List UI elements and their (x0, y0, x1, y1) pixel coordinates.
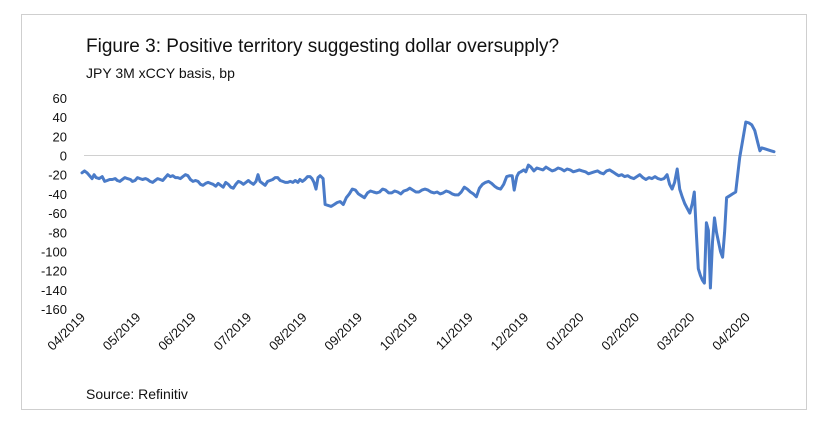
x-tick-label: 04/2020 (709, 310, 753, 354)
chart-subtitle: JPY 3M xCCY basis, bp (86, 65, 235, 81)
y-tick-label: -80 (48, 225, 67, 240)
x-tick-label: 08/2019 (266, 310, 310, 354)
y-tick-label: 60 (53, 91, 67, 106)
y-axis-ticks: 60 40 20 0 -20 -40 -60 -80 -100 -120 -140 -160 (41, 91, 67, 317)
x-tick-label: 05/2019 (100, 310, 144, 354)
y-tick-label: 20 (53, 129, 67, 144)
series-line-jpy-basis (80, 120, 776, 290)
x-tick-label: 09/2019 (321, 310, 365, 354)
x-axis-ticks: 04/2019 05/2019 06/2019 07/2019 08/2019 09/20… (44, 310, 753, 354)
y-tick-label: -120 (41, 264, 67, 279)
y-tick-label: -100 (41, 244, 67, 259)
chart-frame (21, 14, 807, 410)
y-tick-label: 0 (60, 149, 67, 164)
y-tick-label: 40 (53, 110, 67, 125)
x-tick-label: 03/2020 (654, 310, 698, 354)
y-tick-label: -40 (48, 187, 67, 202)
x-tick-label: 06/2019 (155, 310, 199, 354)
x-tick-label: 11/2019 (433, 310, 476, 353)
y-tick-label: -60 (48, 206, 67, 221)
y-tick-label: -160 (41, 302, 67, 317)
x-tick-label: 12/2019 (487, 310, 531, 354)
chart-source: Source: Refinitiv (86, 386, 188, 402)
x-tick-label: 02/2020 (598, 310, 642, 354)
chart-title: Figure 3: Positive territory suggesting … (86, 36, 560, 57)
x-tick-label: 10/2019 (377, 310, 421, 354)
x-tick-label: 07/2019 (210, 310, 254, 354)
y-tick-label: -20 (48, 168, 67, 183)
x-tick-label: 01/2020 (543, 310, 587, 354)
y-tick-label: -140 (41, 283, 67, 298)
